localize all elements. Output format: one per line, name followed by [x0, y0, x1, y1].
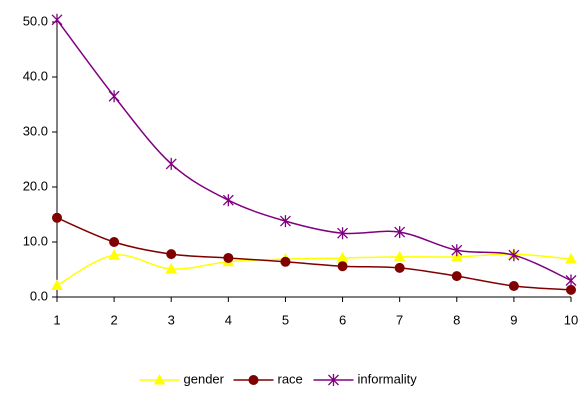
- y-tick-label: 30.0: [23, 123, 48, 138]
- x-tick-label: 6: [339, 312, 346, 327]
- marker: [109, 237, 120, 247]
- x-tick-label: 8: [453, 312, 460, 327]
- marker: [565, 253, 577, 264]
- marker: [51, 279, 63, 290]
- marker: [108, 249, 120, 260]
- marker: [337, 261, 348, 272]
- legend-label: race: [278, 371, 303, 386]
- marker: [451, 244, 463, 257]
- legend-label: gender: [184, 371, 225, 386]
- marker: [166, 249, 177, 260]
- series-line: [56, 217, 572, 291]
- series-line: [56, 19, 572, 282]
- marker: [165, 157, 177, 170]
- marker: [52, 212, 62, 223]
- y-tick-label: 40.0: [23, 68, 48, 83]
- x-tick-label: 9: [510, 312, 517, 327]
- x-tick-label: 2: [110, 312, 117, 327]
- x-tick-label: 7: [396, 312, 403, 327]
- marker: [165, 262, 178, 274]
- y-tick-label: 20.0: [23, 178, 48, 193]
- marker: [279, 215, 291, 228]
- marker: [108, 90, 120, 103]
- legend-marker: [328, 374, 339, 386]
- marker: [223, 252, 234, 263]
- legend-label: informality: [358, 371, 418, 386]
- marker: [394, 226, 406, 239]
- marker: [51, 13, 63, 26]
- marker: [565, 274, 577, 287]
- marker: [566, 284, 576, 295]
- x-tick-label: 3: [168, 312, 175, 327]
- marker: [280, 256, 291, 267]
- marker: [394, 262, 405, 273]
- legend-marker: [153, 373, 166, 385]
- marker: [393, 250, 406, 262]
- x-tick-label: 1: [53, 312, 60, 327]
- marker: [222, 194, 234, 207]
- y-tick-label: 50.0: [23, 13, 48, 28]
- legend-marker: [248, 375, 259, 385]
- x-tick-label: 4: [225, 312, 232, 327]
- marker: [337, 227, 349, 240]
- marker: [508, 281, 519, 291]
- y-tick-label: 10.0: [23, 233, 48, 248]
- marker: [450, 250, 463, 262]
- y-tick-label: 0.0: [30, 288, 48, 303]
- x-tick-label: 5: [282, 312, 289, 327]
- series-line: [56, 253, 572, 287]
- x-tick-label: 10: [564, 312, 578, 327]
- marker: [508, 249, 520, 262]
- marker: [451, 271, 462, 282]
